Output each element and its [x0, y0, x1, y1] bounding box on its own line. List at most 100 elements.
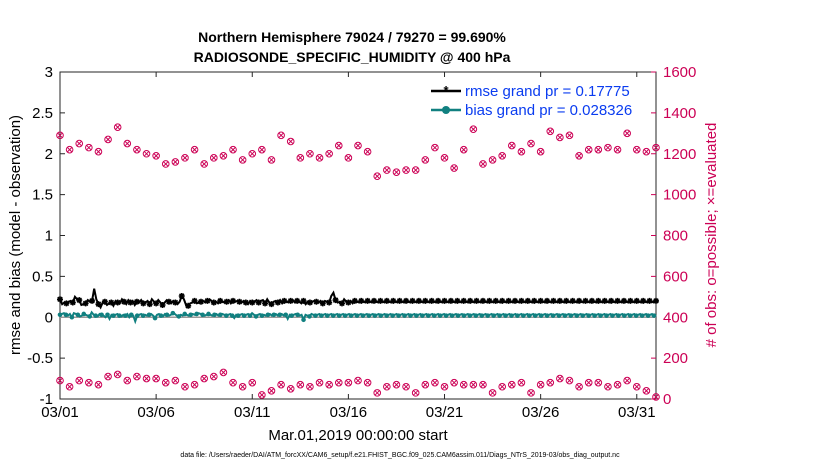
- obs-possible-marker: [286, 384, 295, 393]
- obs-possible-marker: [373, 389, 382, 397]
- rmse-point: [653, 297, 659, 304]
- bias-point: [645, 313, 651, 318]
- obs-evaluated-marker: [249, 379, 255, 386]
- obs-possible-marker: [632, 382, 641, 391]
- obs-possible-marker: [565, 131, 574, 140]
- y-tick-label: 1.5: [32, 187, 53, 204]
- bias-point: [229, 313, 235, 318]
- obs-evaluated-marker: [557, 134, 563, 141]
- bias-point: [437, 313, 443, 318]
- obs-evaluated-marker: [470, 126, 477, 132]
- bias-point: [586, 313, 591, 318]
- obs-possible-marker: [56, 376, 64, 385]
- rmse-point: [133, 298, 140, 305]
- obs-possible-marker: [623, 376, 631, 385]
- obs-evaluated-marker: [230, 147, 236, 153]
- y2-tick-label: 1000: [663, 187, 696, 204]
- rmse-point: [255, 299, 262, 306]
- obs-evaluated-marker: [105, 373, 111, 380]
- obs-possible-marker: [421, 156, 430, 164]
- obs-possible-marker: [267, 156, 276, 164]
- obs-evaluated-marker: [336, 142, 342, 149]
- obs-evaluated-marker: [268, 157, 275, 163]
- rmse-point: [140, 300, 147, 307]
- rmse-point: [556, 297, 563, 304]
- bias-point: [123, 313, 128, 318]
- obs-evaluated-marker: [115, 371, 121, 378]
- legend: * rmse grand pr = 0.17775 bias grand pr …: [428, 82, 646, 122]
- rmse-point: [76, 297, 83, 304]
- obs-possible-marker: [104, 135, 112, 144]
- obs-evaluated-marker: [634, 384, 640, 390]
- obs-possible-marker: [431, 143, 439, 152]
- rmse-point: [326, 299, 333, 306]
- bias-point: [99, 312, 104, 318]
- obs-evaluated-marker: [316, 155, 323, 161]
- obs-evaluated-marker: [143, 151, 150, 157]
- obs-evaluated-marker: [413, 390, 419, 396]
- obs-evaluated-marker: [278, 382, 284, 388]
- x-tick-label: 03/01: [41, 404, 79, 421]
- obs-possible-marker: [517, 147, 526, 156]
- rmse-point: [563, 297, 570, 304]
- rmse-point: [210, 299, 217, 306]
- bias-point: [271, 312, 277, 318]
- bias-point: [408, 313, 413, 318]
- obs-possible-marker: [219, 368, 228, 377]
- bias-point: [485, 313, 490, 318]
- bias-point: [342, 313, 348, 318]
- x-tick-label: 03/21: [426, 404, 464, 421]
- obs-evaluated-marker: [259, 392, 265, 398]
- rmse-point: [614, 297, 621, 304]
- obs-evaluated-marker: [326, 382, 332, 388]
- obs-evaluated-marker: [288, 138, 294, 145]
- obs-possible-marker: [113, 370, 122, 379]
- obs-possible-marker: [190, 380, 199, 389]
- rmse-point: [601, 297, 608, 304]
- obs-possible-marker: [411, 166, 420, 174]
- bias-point: [562, 313, 568, 318]
- bias-point: [425, 313, 431, 318]
- obs-possible-marker: [517, 378, 526, 387]
- rmse-point: [390, 297, 397, 304]
- bias-point: [134, 313, 140, 318]
- rmse-point: [146, 301, 153, 308]
- rmse-point: [121, 298, 128, 305]
- obs-possible-marker: [604, 382, 612, 391]
- rmse-point: [114, 299, 121, 306]
- bias-point: [616, 313, 621, 318]
- obs-evaluated-marker: [441, 155, 448, 161]
- obs-possible-marker: [546, 127, 555, 136]
- bias-point: [295, 312, 300, 318]
- obs-possible-marker: [325, 380, 333, 389]
- plot-frame: [59, 71, 657, 400]
- rmse-point: [262, 300, 269, 307]
- obs-possible-marker: [238, 156, 247, 164]
- rmse-point: [191, 297, 198, 304]
- obs-possible-marker: [363, 147, 372, 156]
- obs-possible-marker: [94, 380, 103, 389]
- bias-point: [384, 313, 390, 318]
- obs-evaluated-marker: [595, 147, 601, 153]
- rmse-point: [582, 297, 589, 304]
- y2-tick-label: 400: [663, 309, 688, 326]
- bias-point: [372, 313, 378, 318]
- obs-possible-marker: [190, 145, 199, 154]
- bias-point: [497, 313, 502, 318]
- bias-point: [443, 313, 449, 318]
- y-tick-label: 2: [45, 146, 53, 163]
- rmse-point: [620, 297, 627, 304]
- obs-possible-marker: [210, 154, 218, 162]
- bias-point: [57, 312, 63, 318]
- obs-possible-marker: [65, 382, 74, 391]
- obs-possible-marker: [133, 372, 141, 381]
- bias-point: [253, 314, 259, 319]
- bias-point: [455, 313, 461, 318]
- rmse-point: [524, 297, 531, 304]
- bias-point: [598, 313, 603, 318]
- rmse-point: [428, 297, 435, 304]
- obs-evaluated-marker: [499, 384, 505, 390]
- obs-evaluated-marker: [66, 384, 73, 390]
- obs-possible-marker: [142, 374, 151, 383]
- obs-evaluated-marker: [509, 142, 515, 149]
